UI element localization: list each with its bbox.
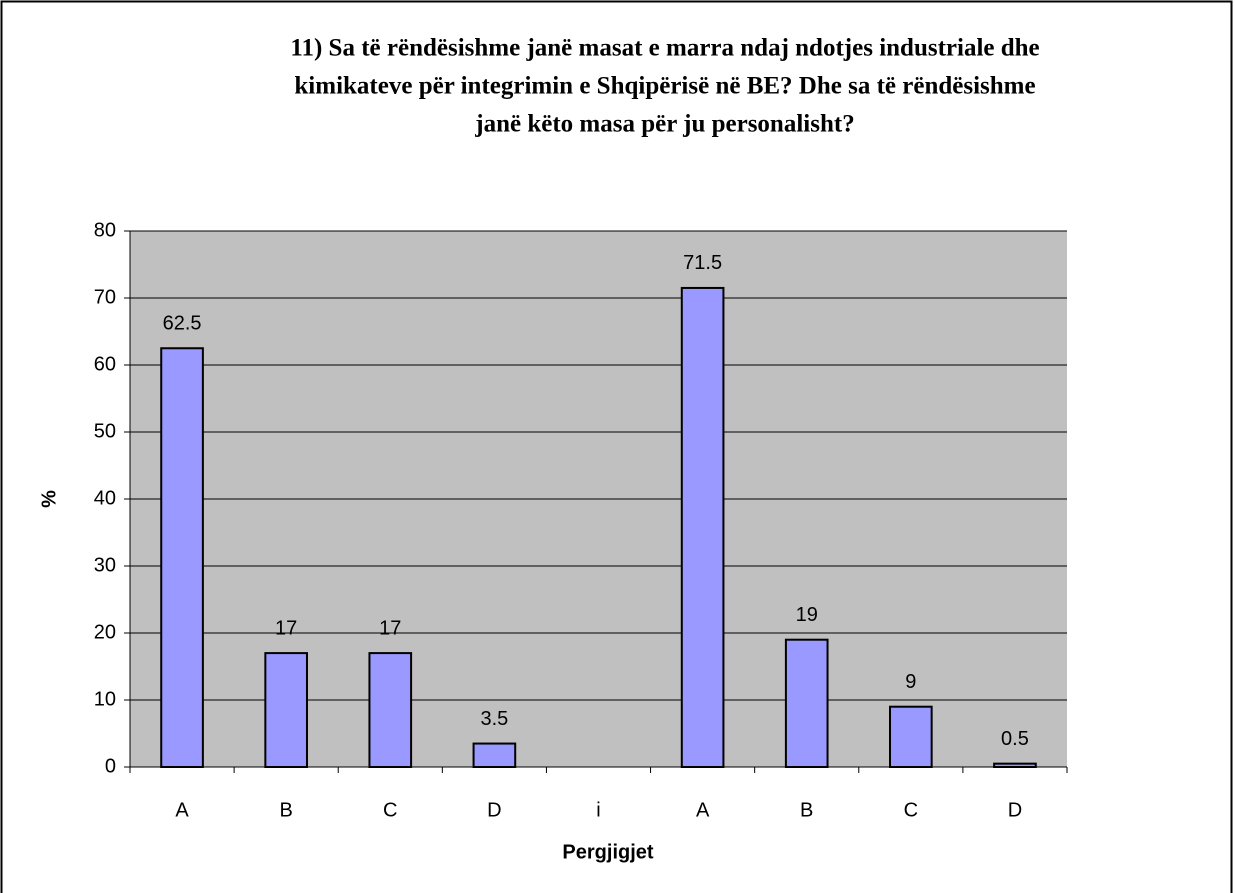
y-tick-label: 60 bbox=[94, 353, 116, 375]
data-label: 62.5 bbox=[163, 313, 202, 335]
bar bbox=[784, 638, 829, 769]
x-tick-label: i bbox=[596, 799, 600, 821]
x-tick-label: D bbox=[1008, 799, 1022, 821]
chart-title: kimikateve për integrimin e Shqipërisë n… bbox=[294, 73, 1035, 100]
bar bbox=[889, 705, 933, 769]
bar bbox=[264, 652, 308, 768]
x-tick-label: C bbox=[383, 799, 397, 821]
data-label: 19 bbox=[796, 604, 818, 626]
x-tick-label: A bbox=[175, 799, 189, 821]
bar bbox=[993, 762, 1037, 769]
bar bbox=[160, 347, 204, 768]
y-tick-label: 80 bbox=[94, 219, 116, 241]
bar bbox=[680, 286, 725, 768]
x-tick-label: A bbox=[696, 799, 710, 821]
y-tick-label: 30 bbox=[94, 554, 116, 576]
x-axis-title: Pergjigjet bbox=[562, 841, 653, 863]
x-tick-label: C bbox=[904, 799, 918, 821]
y-axis-title: % bbox=[38, 490, 60, 508]
x-tick-label: B bbox=[800, 799, 813, 821]
data-label: 3.5 bbox=[480, 708, 508, 730]
x-tick-label: D bbox=[487, 799, 501, 821]
chart-title: 11) Sa të rëndësishme janë masat e marra… bbox=[290, 35, 1039, 62]
y-tick-label: 40 bbox=[94, 487, 116, 509]
bar bbox=[472, 742, 517, 768]
data-label: 71.5 bbox=[683, 252, 722, 274]
y-tick-label: 10 bbox=[94, 688, 116, 710]
x-tick-label: B bbox=[279, 799, 292, 821]
data-label: 0.5 bbox=[1001, 728, 1029, 750]
y-tick-label: 20 bbox=[94, 621, 116, 643]
y-tick-label: 70 bbox=[94, 286, 116, 308]
y-tick-label: 0 bbox=[105, 755, 116, 777]
data-label: 17 bbox=[275, 617, 297, 639]
bar bbox=[368, 652, 413, 768]
y-tick-label: 50 bbox=[94, 420, 116, 442]
chart-title: janë këto masa për ju personalisht? bbox=[474, 111, 854, 138]
data-label: 17 bbox=[379, 617, 401, 639]
data-label: 9 bbox=[905, 671, 916, 693]
